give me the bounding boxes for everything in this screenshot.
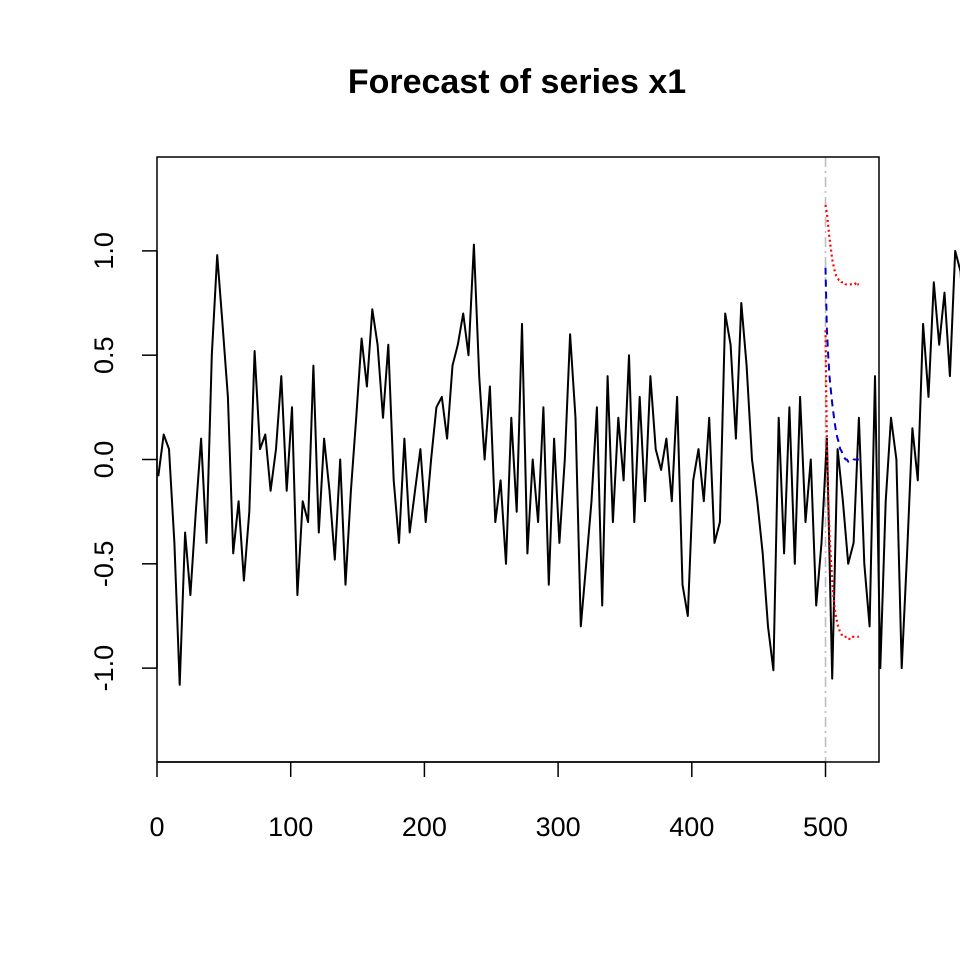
x-tick-label: 0: [149, 812, 164, 842]
x-tick-label: 500: [803, 812, 848, 842]
y-tick-label: 0.0: [89, 441, 119, 479]
y-axis: -1.0 -0.5 0.0 0.5 1.0: [89, 232, 158, 692]
x-tick-label: 400: [669, 812, 714, 842]
y-tick-label: 1.0: [89, 232, 119, 270]
chart-title: Forecast of series x1: [348, 63, 686, 101]
y-tick-label: -0.5: [89, 541, 119, 588]
observed-series-line: [157, 243, 960, 686]
x-tick-label: 200: [402, 812, 447, 842]
x-axis: 0 100 200 300 400 500: [149, 761, 848, 842]
y-tick-label: 0.5: [89, 336, 119, 374]
x-tick-label: 100: [268, 812, 313, 842]
plot-lines: [157, 157, 960, 762]
forecast-mean-line: [824, 267, 859, 463]
upper-interval-line: [824, 204, 859, 286]
lower-interval-line: [824, 330, 859, 641]
y-tick-label: -1.0: [89, 645, 119, 692]
x-tick-label: 300: [536, 812, 581, 842]
